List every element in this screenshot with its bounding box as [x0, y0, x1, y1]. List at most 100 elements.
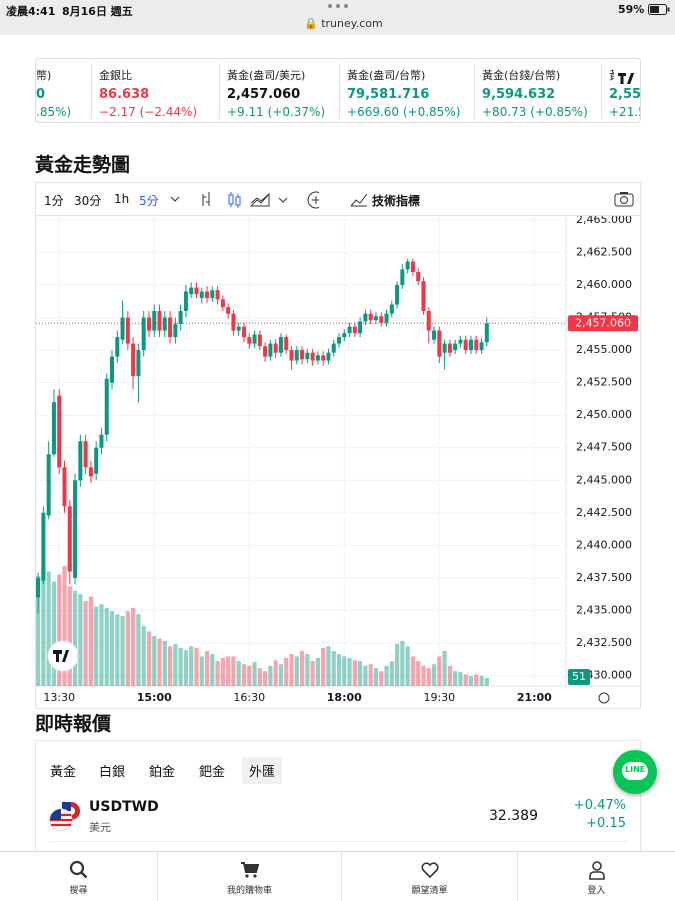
candle-body	[231, 313, 236, 331]
indicators-button[interactable]: 技術指標	[372, 194, 421, 208]
nav-item[interactable]: 願望清單	[342, 852, 517, 901]
candle-body	[305, 352, 310, 360]
volume-bar	[453, 671, 458, 686]
ticker-item[interactable]: 黃金(盎司/美元) 2,457.060 +9.11 (+0.37%)	[227, 67, 325, 119]
candle-body	[416, 271, 421, 282]
candle-body	[78, 441, 83, 481]
nav-label: 願望清單	[411, 886, 448, 896]
dropdown-icon[interactable]	[170, 195, 180, 203]
volume-bar	[294, 656, 299, 686]
volume-bar	[394, 643, 400, 686]
ticker-price: 0	[36, 87, 46, 102]
line-button[interactable]: LINE	[613, 750, 657, 794]
volume-bar	[115, 614, 120, 686]
candle-body	[358, 321, 363, 334]
ticker-change: −2.17 (−2.44%)	[99, 105, 198, 119]
y-tick-label: 2,455.000	[576, 343, 632, 356]
candle-body	[310, 352, 315, 361]
volume-bar	[189, 646, 194, 686]
quote-tab[interactable]: 鈀金	[199, 765, 226, 780]
candle-body	[136, 350, 141, 377]
bottom-nav: 搜尋 我的購物車 願望清單 登入	[0, 851, 675, 901]
volume-bar	[41, 568, 46, 686]
candle-body	[474, 339, 479, 351]
interval-button[interactable]: 1分	[44, 194, 64, 208]
quote-tab[interactable]: 鉑金	[149, 765, 176, 780]
volume-bar	[358, 661, 363, 686]
heart-icon	[420, 862, 439, 879]
quote-tab[interactable]: 黃金	[50, 765, 77, 780]
indicator-icon[interactable]	[350, 191, 368, 207]
candle-body	[479, 342, 484, 351]
ticker-name: 金銀比	[99, 69, 132, 82]
candle-body	[294, 350, 299, 361]
candle-body	[199, 291, 204, 299]
candle-body	[368, 313, 373, 321]
ticker-item[interactable]: 金銀比 86.638 −2.17 (−2.44%)	[99, 67, 197, 119]
interval-button[interactable]: 1h	[114, 192, 130, 206]
quote-tab[interactable]: 白銀	[99, 765, 126, 780]
ticker-item[interactable]: 黃2,55+21.5	[609, 67, 640, 119]
volume-bar	[331, 650, 336, 686]
volume-bar	[146, 631, 152, 686]
candle-body	[168, 317, 173, 338]
y-tick-label: 2,432.500	[576, 636, 632, 649]
volume-bar	[51, 581, 57, 686]
volume-bar	[458, 671, 463, 686]
y-tick-label: 2,445.000	[576, 473, 632, 486]
camera-icon[interactable]	[614, 191, 634, 207]
candle-body	[400, 269, 405, 286]
volume-bar	[437, 656, 442, 686]
volume-bar	[241, 664, 247, 686]
volume-bar	[400, 640, 405, 686]
candle-body	[379, 316, 384, 323]
volume-bar	[162, 640, 167, 686]
ticker-item[interactable]: 幣) 0 .85%)	[36, 67, 71, 119]
candle-body	[226, 307, 231, 314]
ticker-item[interactable]: 黃金(盎司/台幣) 79,581.716 +669.60 (+0.85%)	[347, 67, 460, 119]
nav-item[interactable]: 搜尋	[0, 852, 157, 901]
candle-body	[173, 324, 178, 338]
volume-bar	[447, 665, 452, 686]
ticker-separator	[219, 63, 220, 119]
candle-body	[410, 261, 415, 272]
volume-bar	[109, 611, 115, 686]
volume-bar	[125, 611, 130, 686]
volume-bar	[141, 626, 146, 686]
volume-bar	[199, 656, 204, 686]
quote-change-pct: +0.47%	[573, 798, 626, 813]
x-tick-label: 18:00	[327, 691, 362, 704]
row-divider	[49, 841, 627, 842]
quote-symbol[interactable]: USDTWD	[89, 799, 159, 815]
candle-body	[326, 352, 331, 361]
candle-body	[468, 339, 473, 351]
quotes-box: 黃金 白銀 鉑金 鈀金 外匯 USDTWD 美元 32.389 +0.47% +…	[35, 740, 641, 862]
nav-item[interactable]: 我的購物車	[158, 852, 341, 901]
candle-body	[46, 454, 51, 516]
candle-body	[241, 326, 246, 338]
ticker-separator	[91, 63, 92, 119]
volume-bar	[136, 614, 141, 686]
candle-body	[210, 290, 215, 299]
volume-bar	[231, 656, 236, 686]
volume-bar	[36, 576, 41, 686]
volume-bar	[247, 665, 252, 686]
nav-item[interactable]: 登入	[518, 852, 675, 901]
volume-bar	[416, 661, 421, 686]
candle-body	[99, 434, 104, 448]
quote-tab-active[interactable]: 外匯	[242, 757, 283, 784]
interval-button[interactable]: 30分	[74, 194, 102, 208]
line-button-label: LINE	[625, 765, 646, 774]
url[interactable]: 🔒 truney.com	[304, 17, 383, 30]
candle-body	[421, 281, 426, 312]
ticker-change: .85%)	[36, 105, 72, 119]
ticker-item[interactable]: 黃金(台錢/台幣) 9,594.632 +80.73 (+0.85%)	[482, 67, 588, 119]
quote-name: 美元	[89, 821, 111, 834]
candle-body	[36, 577, 41, 598]
volume-bar	[178, 647, 183, 686]
candle-body	[321, 355, 326, 361]
chart-type-icons[interactable]	[199, 190, 319, 210]
volume-bar	[120, 615, 125, 686]
volume-bar	[268, 665, 273, 686]
interval-button-active[interactable]: 5分	[139, 194, 159, 208]
